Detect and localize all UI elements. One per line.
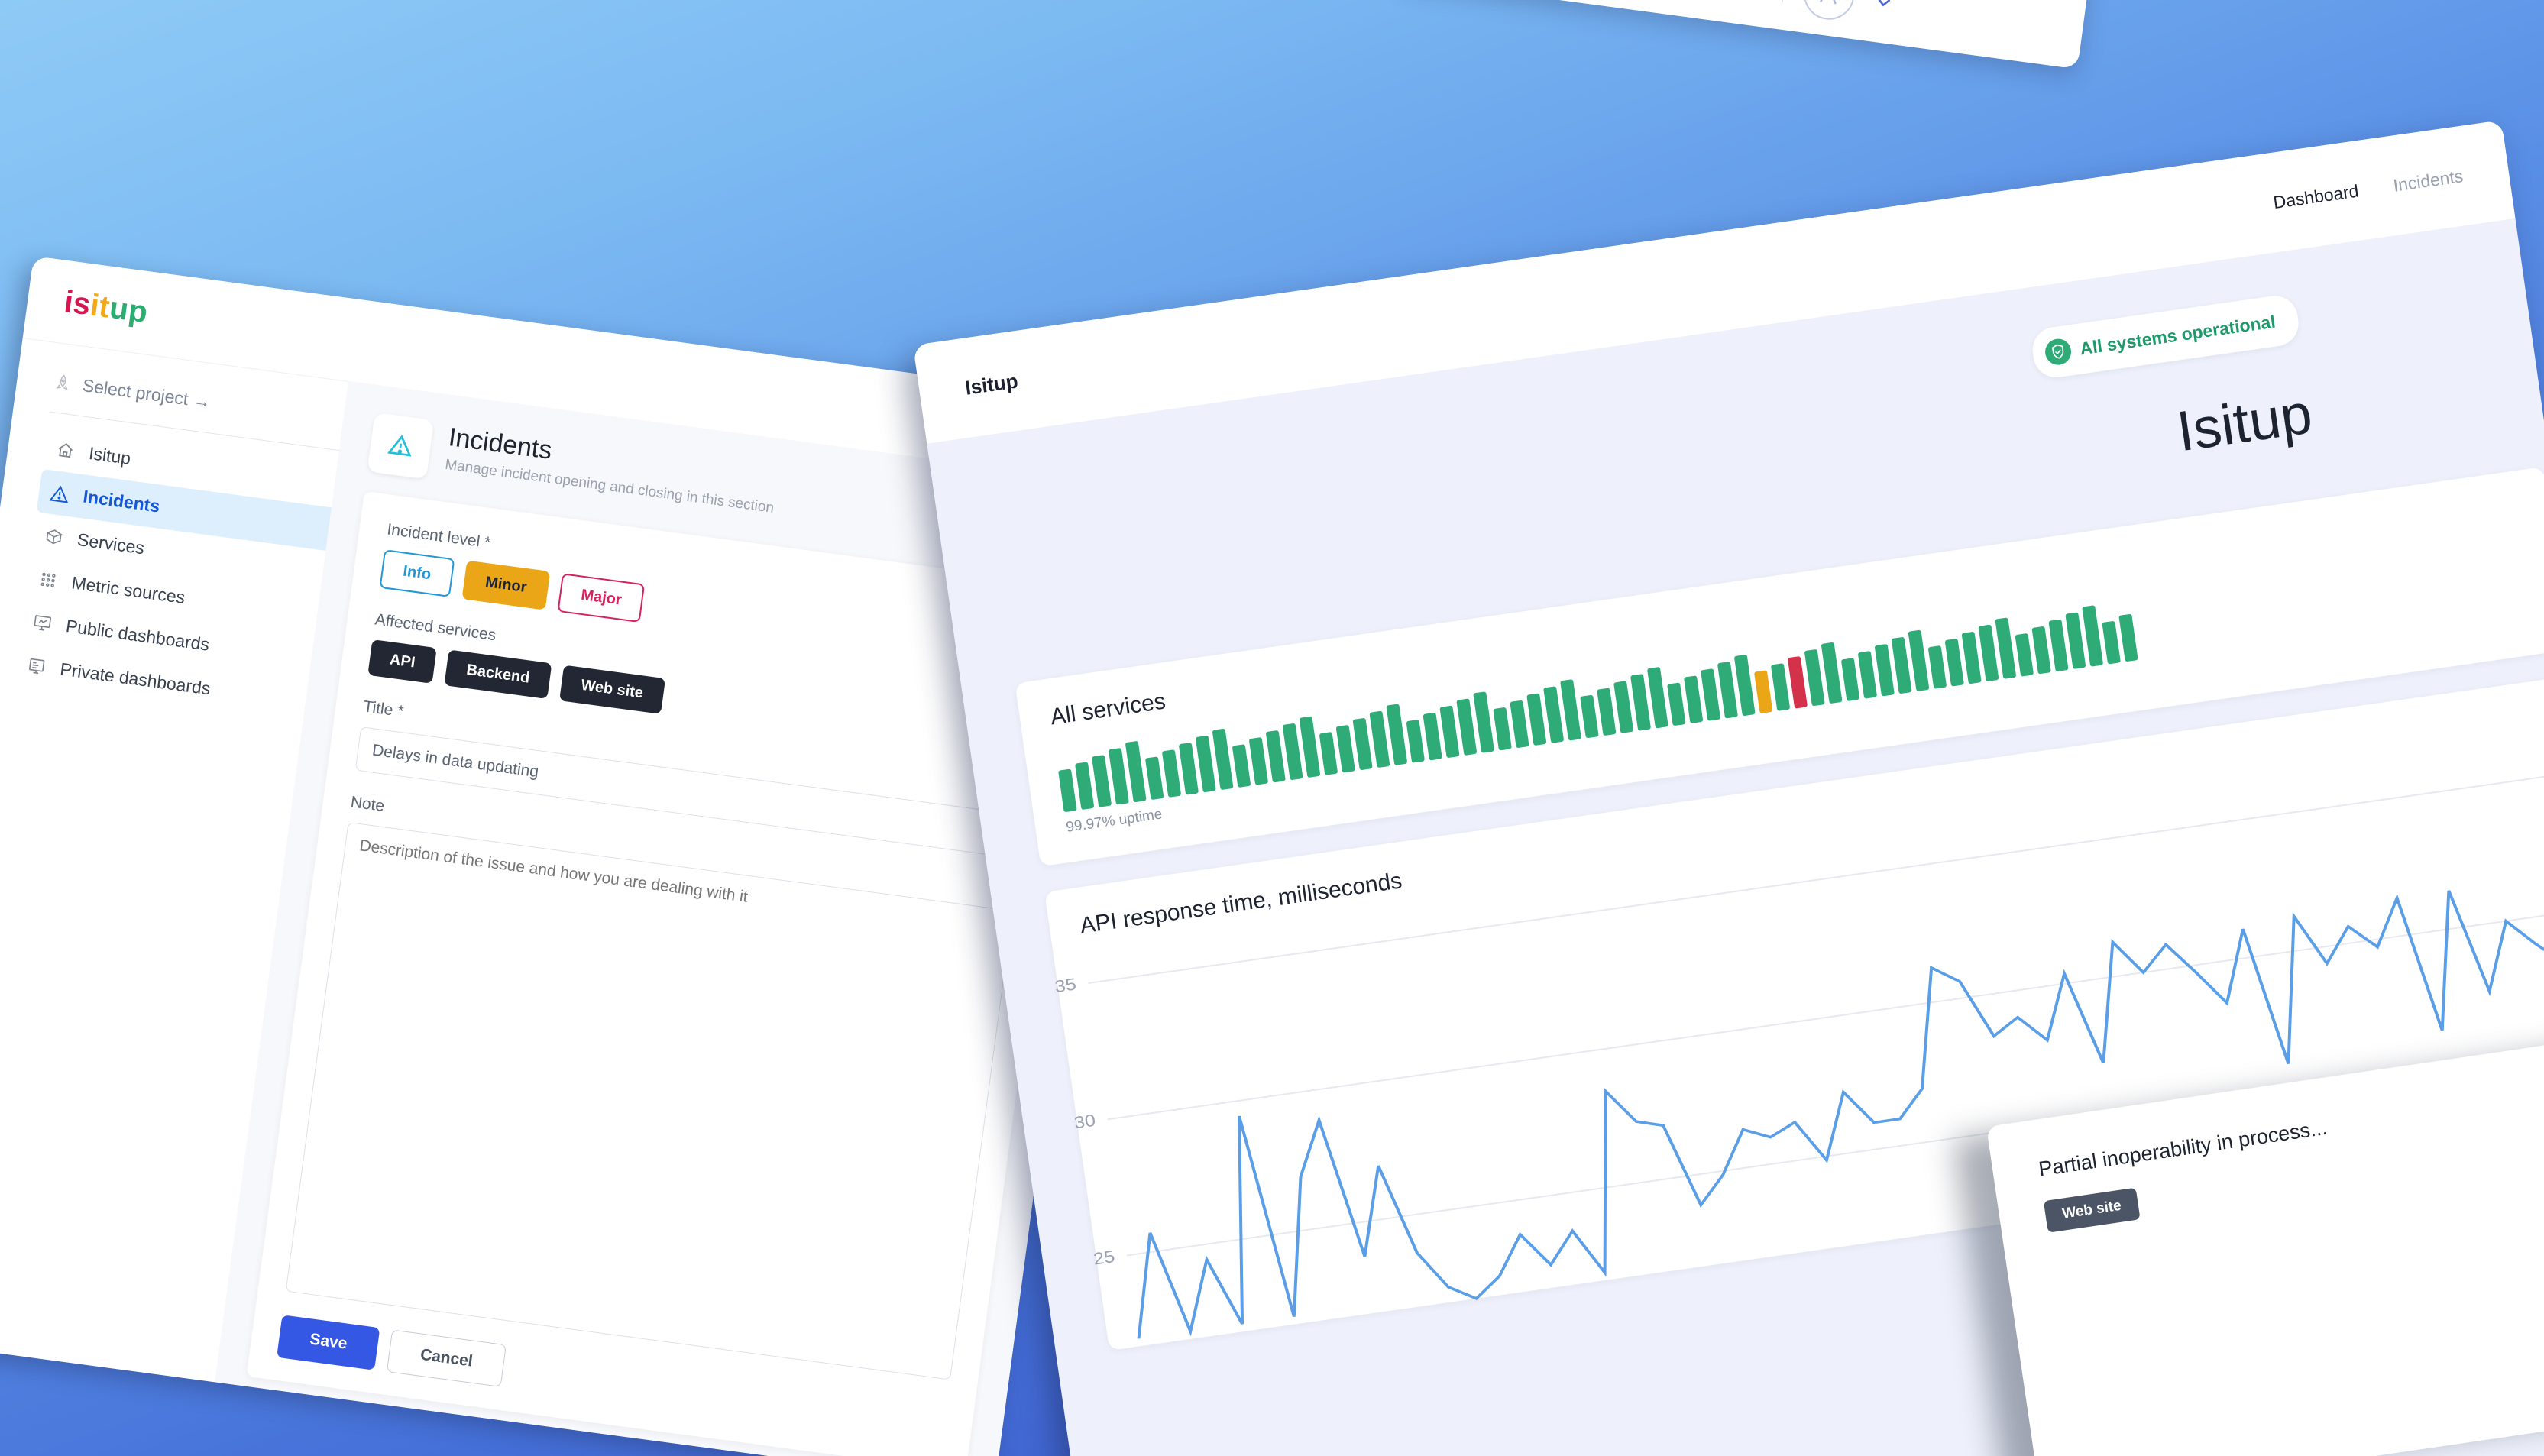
svg-text:30: 30 xyxy=(1073,1111,1097,1133)
svg-text:25: 25 xyxy=(1092,1247,1116,1269)
svg-text:35: 35 xyxy=(1054,976,1077,997)
